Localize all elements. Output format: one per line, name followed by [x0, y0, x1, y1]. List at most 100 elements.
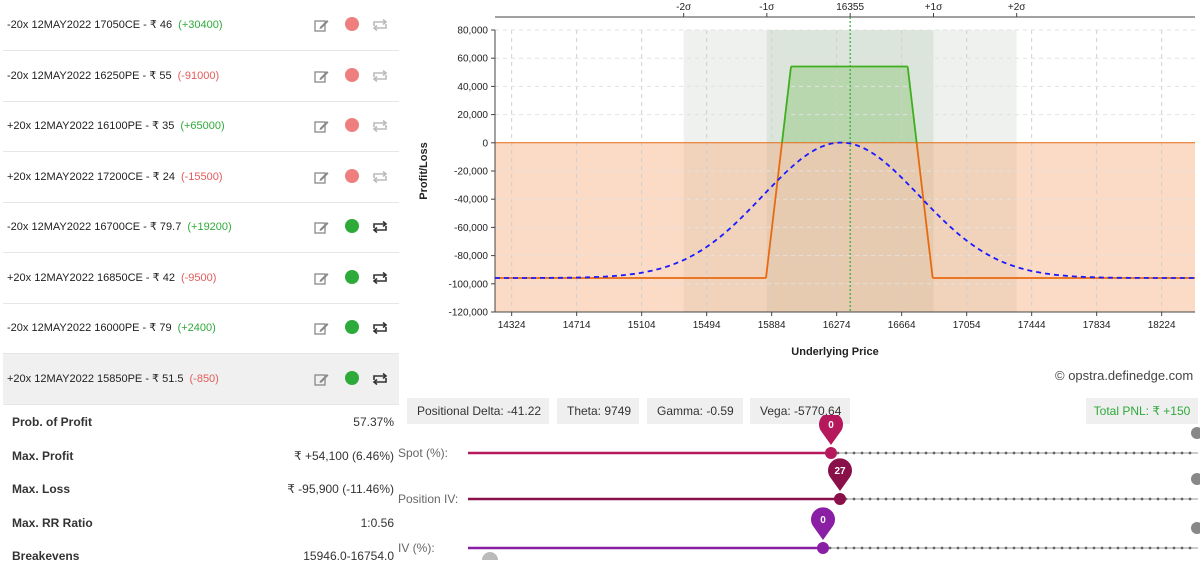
slider-tick — [1044, 497, 1048, 501]
repeat-icon[interactable] — [371, 68, 389, 84]
slider-tick — [1108, 451, 1112, 455]
position-pnl: (+65000) — [180, 120, 225, 132]
position-row[interactable]: -20x 12MAY2022 17050CE - ₹ 46 (+30400) — [3, 0, 399, 51]
slider-handle[interactable] — [834, 493, 846, 505]
repeat-icon[interactable] — [371, 118, 389, 134]
stat-row: Max. Profit ₹ +54,100 (6.46%) — [12, 441, 394, 471]
edit-icon[interactable] — [314, 170, 329, 185]
slider-tick — [836, 451, 840, 455]
slider-tick — [1164, 451, 1168, 455]
payoff-segment — [906, 66, 918, 143]
position-pnl: (-91000) — [177, 69, 220, 82]
slider-tick — [972, 497, 976, 501]
slider-tick — [972, 451, 976, 455]
stat-value: ₹ -95,900 (-11.46%) — [287, 482, 394, 496]
toggle-status-dot[interactable] — [345, 320, 359, 334]
stat-row: Breakevens 15946.0-16754.0 — [12, 541, 394, 571]
y-tick-label: -20,000 — [454, 167, 488, 178]
slider-tick — [988, 451, 992, 455]
toggle-status-dot[interactable] — [345, 17, 359, 31]
scenario-sliders: Spot (%): 0 Position IV: 27 IV (%): 0 — [398, 415, 1200, 560]
stat-row: Max. RR Ratio 1:0.56 — [12, 508, 394, 538]
x-tick-label: 17444 — [1018, 320, 1046, 331]
delta-badge: Positional Delta: -41.22 — [407, 398, 549, 424]
repeat-icon[interactable] — [371, 169, 389, 185]
help-icon[interactable] — [1191, 522, 1200, 534]
slider-tick — [916, 451, 920, 455]
slider-tick — [884, 497, 888, 501]
toggle-status-dot[interactable] — [345, 67, 359, 82]
position-row[interactable]: +20x 12MAY2022 16850CE - ₹ 42 (-9500) — [3, 253, 399, 304]
repeat-icon[interactable] — [371, 219, 389, 235]
slider-tick — [1004, 451, 1008, 455]
scroll-handle[interactable] — [482, 552, 498, 560]
repeat-icon[interactable] — [371, 270, 389, 286]
position-pnl: (+2400) — [177, 322, 216, 334]
slider-tick — [828, 546, 832, 550]
y-tick-label: -60,000 — [454, 223, 488, 234]
slider-tick — [1132, 497, 1136, 501]
position-row[interactable]: -20x 12MAY2022 16000PE - ₹ 79 (+2400) — [3, 303, 399, 354]
toggle-status-dot[interactable] — [345, 219, 359, 233]
position-row[interactable]: +20x 12MAY2022 16100PE - ₹ 35 (+65000) — [3, 101, 399, 152]
position-pnl: (-9500) — [180, 271, 217, 284]
payoff-segment — [781, 66, 792, 143]
slider-tick — [980, 497, 984, 501]
slider-tick — [1028, 497, 1032, 501]
edit-icon[interactable] — [314, 119, 329, 134]
y-tick-label: -80,000 — [454, 251, 488, 262]
slider-tick — [1060, 546, 1064, 550]
slider-handle[interactable] — [825, 447, 837, 459]
slider-tick — [908, 497, 912, 501]
x-tick-label: 16274 — [823, 320, 851, 331]
slider-tick — [1092, 451, 1096, 455]
edit-icon[interactable] — [314, 321, 329, 336]
slider-tick — [1020, 497, 1024, 501]
slider-tick — [956, 546, 960, 550]
edit-icon[interactable] — [314, 271, 329, 286]
edit-icon[interactable] — [314, 372, 329, 387]
position-row[interactable]: -20x 12MAY2022 16700CE - ₹ 79.7 (+19200) — [3, 202, 399, 253]
toggle-status-dot[interactable] — [345, 118, 359, 132]
slider-tick — [900, 546, 904, 550]
y-tick-label: 0 — [482, 138, 488, 149]
stat-row: Prob. of Profit 57.37% — [12, 407, 394, 437]
slider-tick — [1068, 451, 1072, 455]
position-row[interactable]: +20x 12MAY2022 15850PE - ₹ 51.5 (-850) — [3, 353, 399, 405]
repeat-icon[interactable] — [371, 17, 389, 33]
slider-label: Position IV: — [398, 492, 458, 506]
slider-tick — [1060, 497, 1064, 501]
stat-label: Max. Loss — [12, 482, 71, 496]
position-desc: +20x 12MAY2022 15850PE - ₹ 51.5 — [7, 372, 184, 385]
repeat-icon[interactable] — [371, 320, 389, 336]
slider-tick — [996, 451, 1000, 455]
slider-tick — [1012, 451, 1016, 455]
slider-tick — [1004, 497, 1008, 501]
position-row[interactable]: +20x 12MAY2022 17200CE - ₹ 24 (-15500) — [3, 152, 399, 203]
slider-tick — [1188, 546, 1192, 550]
edit-icon[interactable] — [314, 18, 329, 33]
slider-tick — [1116, 497, 1120, 501]
y-tick-label: 80,000 — [457, 26, 488, 37]
help-icon[interactable] — [1191, 473, 1200, 485]
slider-tick — [972, 546, 976, 550]
y-tick-label: 20,000 — [457, 110, 488, 121]
slider-tick — [1108, 497, 1112, 501]
slider-tick — [844, 451, 848, 455]
help-icon[interactable] — [1191, 427, 1200, 439]
edit-icon[interactable] — [314, 220, 329, 235]
slider-handle[interactable] — [817, 542, 829, 554]
x-tick-label: 15494 — [693, 320, 721, 331]
y-tick-label: 40,000 — [457, 82, 488, 93]
repeat-icon[interactable] — [371, 371, 389, 387]
slider-tick — [1028, 451, 1032, 455]
slider-tick — [1164, 546, 1168, 550]
theta-badge: Theta: 9749 — [557, 398, 639, 424]
toggle-status-dot[interactable] — [345, 370, 359, 385]
toggle-status-dot[interactable] — [345, 269, 359, 284]
edit-icon[interactable] — [314, 69, 329, 84]
position-row[interactable]: -20x 12MAY2022 16250PE - ₹ 55 (-91000) — [3, 51, 399, 102]
slider-tick — [940, 546, 944, 550]
toggle-status-dot[interactable] — [345, 168, 359, 183]
slider-value: 27 — [834, 466, 846, 477]
